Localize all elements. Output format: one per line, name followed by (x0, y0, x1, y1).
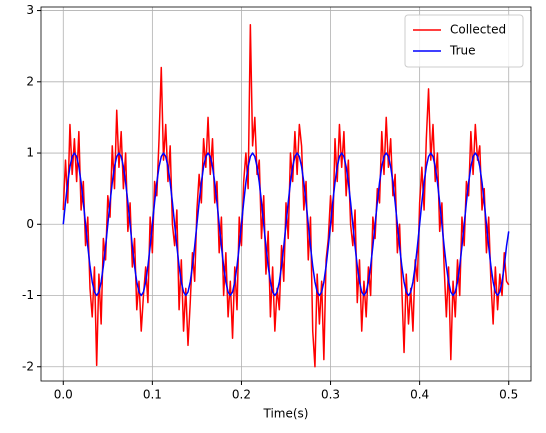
y-tick-label: -2 (22, 359, 34, 373)
y-tick-label: -1 (22, 288, 34, 302)
plot-frame (40, 6, 532, 382)
data-line (62, 152, 510, 297)
x-axis-label: Time(s) (263, 407, 309, 421)
y-tick-label: 2 (26, 74, 34, 88)
x-tick-label: 0.5 (499, 388, 518, 402)
legend-label: Collected (450, 23, 506, 37)
legend-box (404, 14, 524, 68)
x-tick-label: 0.3 (321, 388, 340, 402)
x-tick-label: 0.1 (143, 388, 162, 402)
y-tick-label: 1 (26, 146, 34, 160)
x-tick-label: 0.0 (54, 388, 73, 402)
legend-label: True (449, 44, 476, 58)
x-tick-label: 0.4 (410, 388, 429, 402)
x-tick-label: 0.2 (232, 388, 251, 402)
y-tick-label: 0 (26, 217, 34, 231)
y-tick-label: 3 (26, 3, 34, 17)
